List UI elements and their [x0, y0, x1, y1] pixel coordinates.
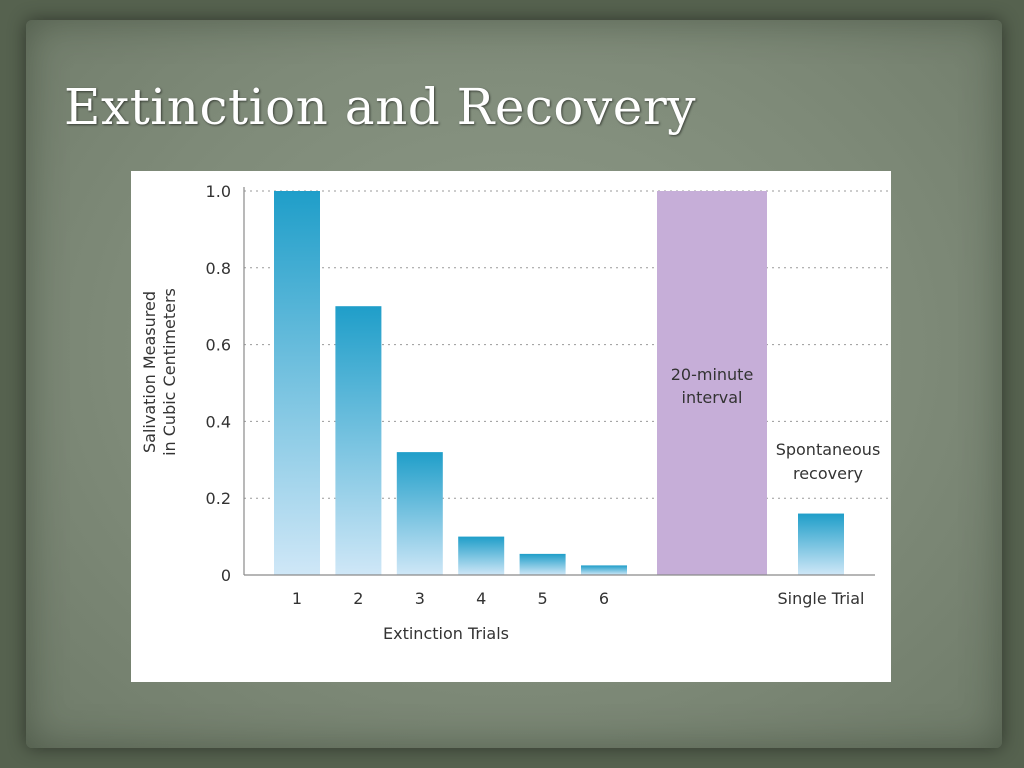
y-tick-label: 0.2	[206, 489, 231, 508]
y-tick-label: 0	[221, 566, 231, 585]
interval-band	[657, 191, 767, 575]
interval-label: interval	[682, 388, 743, 407]
y-tick-label: 0.6	[206, 336, 231, 355]
bar	[458, 536, 505, 575]
x-tick-label: 4	[476, 589, 486, 608]
x-axis-label: Extinction Trials	[383, 624, 509, 643]
chart-panel: 0 0.2 0.4 0.6 0.8 1.0 1 2 3 4 5 6 20-minute interval S…	[131, 171, 891, 682]
x-tick-label: 5	[538, 589, 548, 608]
bars	[274, 191, 844, 575]
x-tick-label: 6	[599, 589, 609, 608]
y-axis-label-line: in Cubic Centimeters	[160, 288, 179, 456]
y-tick-label: 0.8	[206, 259, 231, 278]
chart-text: 0 0.2 0.4 0.6 0.8 1.0 1 2 3 4 5 6 20-minute interval S…	[140, 182, 880, 643]
y-axis-label: Salivation Measured in Cubic Centimeters	[140, 288, 179, 456]
bar	[581, 565, 627, 575]
y-axis-label-line: Salivation Measured	[140, 291, 159, 453]
bar	[396, 452, 443, 575]
y-tick-label: 0.4	[206, 412, 231, 431]
interval-label: 20-minute	[671, 365, 754, 384]
recovery-label: recovery	[793, 464, 863, 483]
recovery-category-label: Single Trial	[778, 589, 865, 608]
x-tick-label: 1	[292, 589, 302, 608]
bar	[519, 553, 566, 575]
bar	[274, 191, 320, 575]
bar	[335, 306, 382, 575]
recovery-label: Spontaneous	[776, 440, 881, 459]
x-tick-label: 2	[353, 589, 363, 608]
extinction-recovery-chart: 0 0.2 0.4 0.6 0.8 1.0 1 2 3 4 5 6 20-minute interval S…	[140, 182, 889, 643]
slide-title: Extinction and Recovery	[64, 78, 697, 136]
y-tick-label: 1.0	[206, 182, 231, 201]
recovery-bar	[798, 513, 844, 575]
x-tick-label: 3	[415, 589, 425, 608]
axes	[243, 187, 875, 576]
